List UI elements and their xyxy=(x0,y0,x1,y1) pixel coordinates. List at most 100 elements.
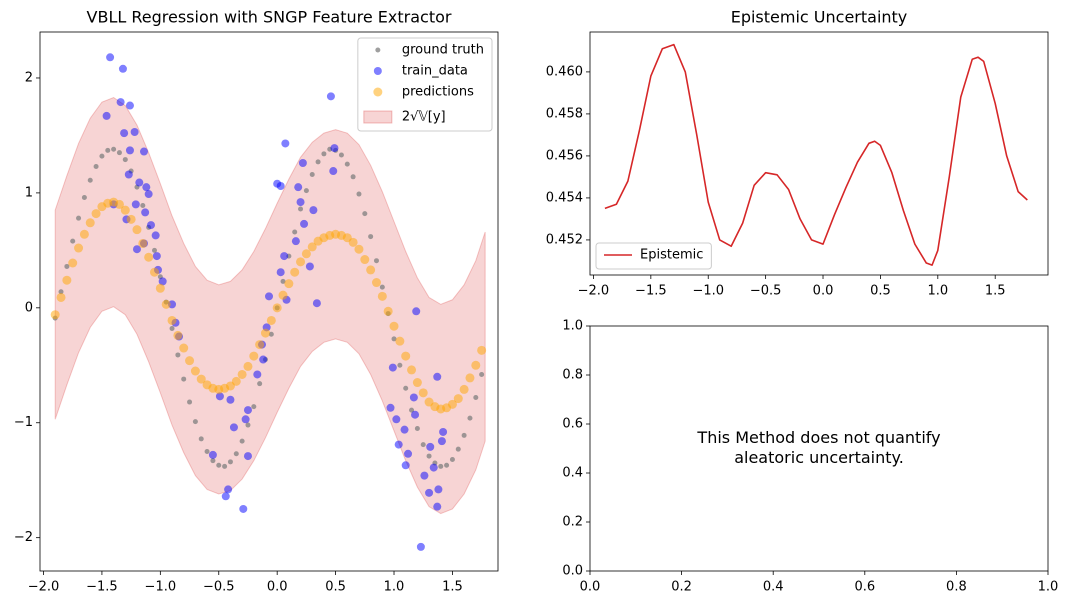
point xyxy=(386,403,395,412)
y-tick-label: 0.460 xyxy=(546,64,583,79)
point xyxy=(477,345,487,355)
x-tick-label: −2.0 xyxy=(578,284,610,299)
point xyxy=(268,331,274,337)
point xyxy=(276,182,285,190)
point xyxy=(338,152,344,158)
point xyxy=(85,218,95,228)
legend-label: predictions xyxy=(402,85,474,100)
y-tick-label: 0.456 xyxy=(546,148,583,163)
point xyxy=(301,249,311,259)
point xyxy=(169,326,175,332)
point xyxy=(444,462,450,468)
point xyxy=(344,161,350,167)
point xyxy=(152,247,157,253)
point xyxy=(280,278,286,284)
point xyxy=(420,471,429,480)
point xyxy=(473,394,479,400)
point xyxy=(360,255,370,265)
legend-label: train_data xyxy=(402,64,468,79)
point xyxy=(151,231,160,240)
point xyxy=(394,440,403,449)
point xyxy=(449,457,455,463)
point xyxy=(403,385,409,391)
x-tick-label: 0.5 xyxy=(870,284,891,299)
axes: −2.0 −1.5 −1.0 −0.5 0.0 0.5 1.0 1.5 0.452 0.454 0.… xyxy=(546,8,1049,299)
point xyxy=(62,275,72,285)
point xyxy=(418,388,428,398)
point xyxy=(284,279,294,289)
point xyxy=(161,299,171,309)
point xyxy=(190,366,200,376)
x-tick-label: 1.5 xyxy=(985,284,1006,299)
point xyxy=(198,436,204,442)
x-tick-label: 0.0 xyxy=(813,284,834,299)
point xyxy=(411,410,420,419)
point xyxy=(433,502,442,511)
point xyxy=(237,369,247,379)
y-tick-label: 0.458 xyxy=(546,106,583,121)
point xyxy=(437,437,446,446)
point xyxy=(74,243,84,253)
axes-frame xyxy=(589,325,1049,572)
point xyxy=(438,463,444,469)
point xyxy=(224,485,233,494)
point xyxy=(105,147,111,153)
point xyxy=(131,200,140,209)
annotation: aleatoric uncertainty. xyxy=(734,448,904,467)
point xyxy=(330,144,339,153)
point xyxy=(300,219,309,228)
point xyxy=(416,542,425,551)
y-tick-label: 2 xyxy=(25,70,33,85)
point xyxy=(453,394,463,404)
y-tick-label: 0.2 xyxy=(562,515,583,530)
point xyxy=(461,432,467,438)
y-tick-label: 0.4 xyxy=(562,466,583,481)
point xyxy=(379,284,385,290)
point xyxy=(412,378,422,388)
point xyxy=(433,372,442,381)
x-tick-label: 1.0 xyxy=(927,284,948,299)
point xyxy=(426,442,435,451)
x-tick-label: 0.0 xyxy=(580,580,601,595)
point xyxy=(64,263,70,269)
legend-label: ground truth xyxy=(402,43,484,58)
point xyxy=(255,340,265,350)
x-tick-label: 0.2 xyxy=(671,580,692,595)
point xyxy=(126,214,136,224)
point xyxy=(91,209,101,219)
point xyxy=(459,384,469,394)
point xyxy=(280,252,289,261)
point xyxy=(152,252,161,261)
point xyxy=(305,262,314,271)
x-tick-label: −1.0 xyxy=(145,580,177,595)
point xyxy=(181,376,187,382)
point xyxy=(383,306,393,316)
point xyxy=(309,172,315,178)
point xyxy=(106,53,115,62)
legend: Epistemic xyxy=(595,242,712,270)
point xyxy=(158,277,167,286)
point xyxy=(50,310,60,320)
point xyxy=(114,199,124,209)
point xyxy=(409,407,415,413)
x-tick-label: 0.0 xyxy=(267,580,288,595)
point xyxy=(356,191,362,197)
point xyxy=(142,183,151,192)
point xyxy=(99,153,105,159)
point xyxy=(192,419,198,425)
point xyxy=(229,423,238,432)
point xyxy=(208,450,217,459)
point xyxy=(249,351,259,361)
point xyxy=(130,127,139,136)
point xyxy=(124,170,133,179)
x-tick-label: −0.5 xyxy=(750,284,782,299)
point xyxy=(368,234,374,240)
point xyxy=(173,330,183,340)
y-tick-label: 0.452 xyxy=(546,232,583,247)
point xyxy=(409,393,418,402)
point xyxy=(307,242,317,252)
point xyxy=(412,307,421,316)
axes-frame xyxy=(39,31,499,572)
chart-title: VBLL Regression with SNGP Feature Extrac… xyxy=(87,8,452,27)
legend-frame xyxy=(357,37,493,132)
